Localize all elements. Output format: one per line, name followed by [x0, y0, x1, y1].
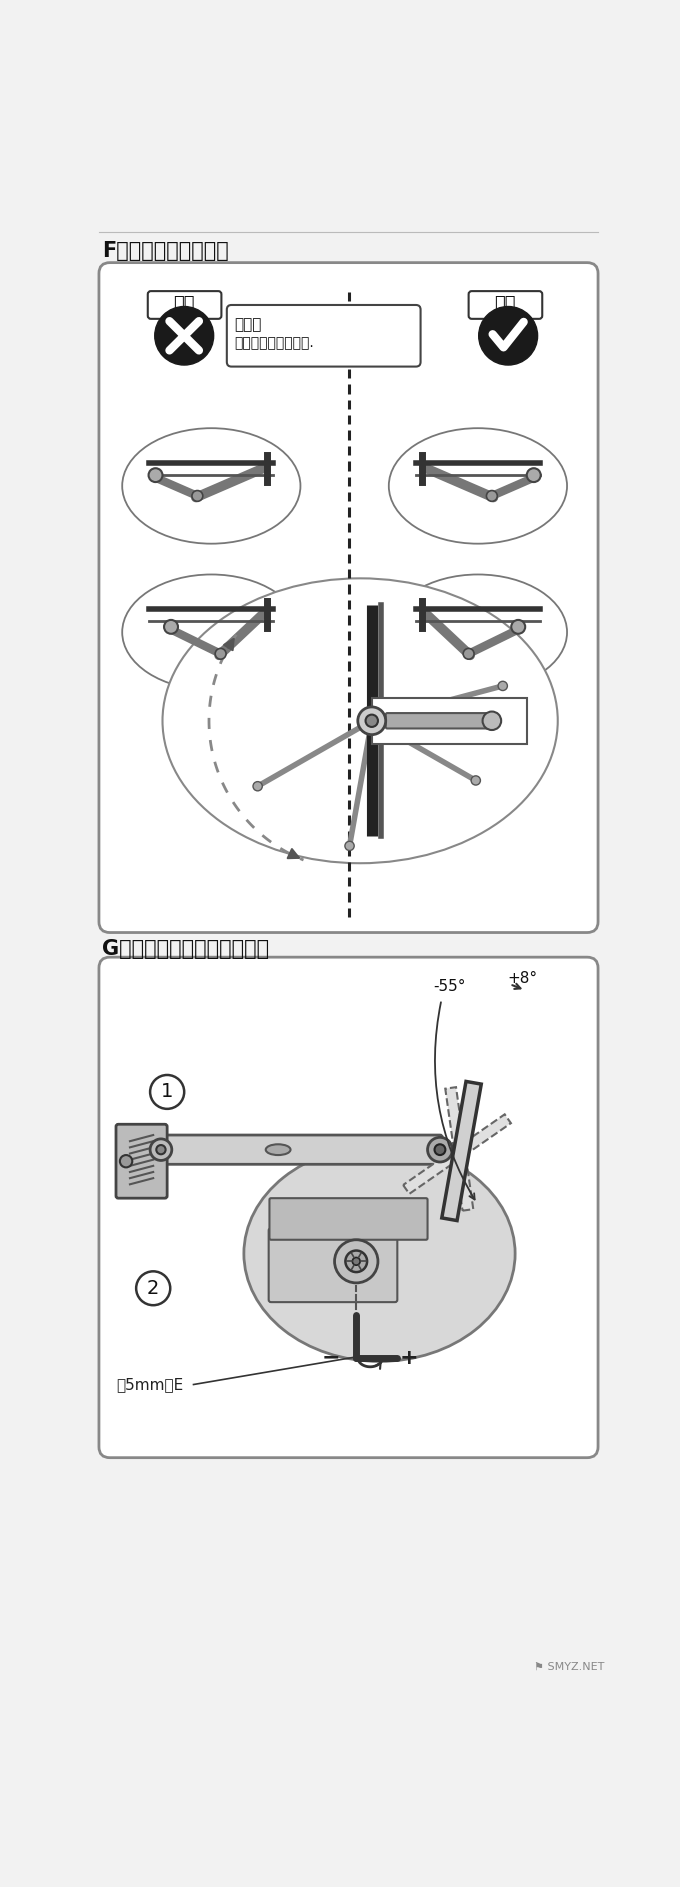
- Circle shape: [164, 621, 178, 634]
- Circle shape: [352, 1257, 360, 1264]
- Circle shape: [463, 649, 474, 659]
- Text: 1: 1: [161, 1083, 173, 1102]
- Ellipse shape: [122, 428, 301, 543]
- Circle shape: [511, 621, 525, 634]
- Circle shape: [150, 1140, 172, 1161]
- Text: +8°: +8°: [508, 972, 538, 987]
- Circle shape: [471, 776, 481, 785]
- FancyBboxPatch shape: [269, 1228, 397, 1302]
- Ellipse shape: [389, 574, 567, 691]
- Circle shape: [479, 306, 538, 364]
- Circle shape: [192, 491, 203, 502]
- FancyBboxPatch shape: [386, 713, 490, 728]
- Circle shape: [136, 1272, 170, 1306]
- Ellipse shape: [389, 428, 567, 543]
- Text: G、显示器倾斜角度定点调节: G、显示器倾斜角度定点调节: [102, 940, 269, 959]
- Text: 警告：: 警告：: [235, 317, 262, 332]
- Polygon shape: [403, 1115, 511, 1194]
- Text: 仅限于桌边安装方式.: 仅限于桌边安装方式.: [235, 336, 314, 349]
- Text: -55°: -55°: [433, 979, 466, 994]
- Circle shape: [156, 1145, 166, 1155]
- Text: −: −: [322, 1347, 341, 1368]
- Ellipse shape: [122, 574, 301, 691]
- Circle shape: [150, 1076, 184, 1110]
- FancyBboxPatch shape: [158, 1136, 442, 1164]
- Circle shape: [155, 306, 214, 364]
- Circle shape: [527, 468, 541, 481]
- FancyBboxPatch shape: [99, 262, 598, 932]
- Circle shape: [366, 715, 378, 726]
- FancyBboxPatch shape: [99, 957, 598, 1457]
- Text: 桌内: 桌内: [494, 294, 516, 313]
- Circle shape: [498, 681, 507, 691]
- Text: 桌外: 桌外: [173, 294, 195, 313]
- FancyBboxPatch shape: [116, 1125, 167, 1198]
- Circle shape: [148, 468, 163, 481]
- FancyBboxPatch shape: [148, 291, 222, 319]
- Circle shape: [428, 1138, 452, 1162]
- Circle shape: [215, 649, 226, 659]
- Polygon shape: [445, 1087, 473, 1211]
- Circle shape: [345, 842, 354, 851]
- Circle shape: [120, 1155, 133, 1168]
- Circle shape: [486, 491, 497, 502]
- Circle shape: [335, 1240, 378, 1283]
- Circle shape: [253, 781, 262, 791]
- Polygon shape: [442, 1081, 481, 1221]
- Text: +: +: [400, 1347, 418, 1368]
- Text: （5mm）E: （5mm）E: [116, 1378, 183, 1393]
- Text: F、支架桌边旋转角度: F、支架桌边旋转角度: [102, 242, 228, 260]
- Text: ⚑ SMYZ.NET: ⚑ SMYZ.NET: [534, 1662, 605, 1672]
- Circle shape: [345, 1251, 367, 1272]
- Circle shape: [483, 711, 501, 730]
- Circle shape: [358, 708, 386, 734]
- FancyBboxPatch shape: [469, 291, 542, 319]
- Text: 2: 2: [147, 1279, 159, 1298]
- Bar: [372, 698, 527, 743]
- Circle shape: [435, 1144, 445, 1155]
- FancyBboxPatch shape: [269, 1198, 428, 1240]
- Ellipse shape: [244, 1145, 515, 1361]
- Ellipse shape: [266, 1144, 290, 1155]
- Ellipse shape: [163, 577, 558, 862]
- FancyBboxPatch shape: [227, 306, 420, 366]
